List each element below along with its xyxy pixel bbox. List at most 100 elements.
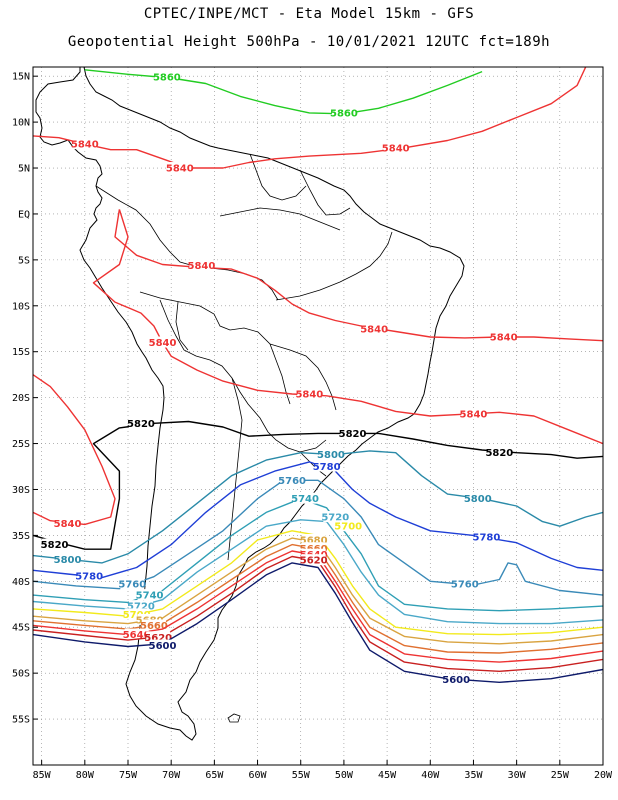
contour-label-bg — [141, 619, 166, 631]
lon-tick-label: 85W — [33, 770, 52, 781]
contour-label-5720: 5720 — [321, 513, 349, 524]
contour-label-bg — [293, 492, 318, 504]
contour-label-bg — [150, 336, 175, 348]
contour-line-5800 — [33, 450, 603, 564]
contour-label-5760: 5760 — [278, 476, 306, 487]
contour-label-bg — [314, 460, 339, 472]
contour-label-bg — [77, 569, 102, 581]
map-frame — [32, 66, 604, 766]
lon-tick-label: 45W — [378, 770, 397, 781]
contour-label-5780: 5780 — [75, 571, 103, 582]
contour-label-bg — [474, 531, 499, 543]
country-borders — [95, 153, 393, 561]
lon-tick-label: 80W — [76, 770, 95, 781]
lon-tick-label: 70W — [162, 770, 181, 781]
lat-tick-label: 10S — [12, 301, 30, 312]
contour-label-bg — [340, 427, 365, 439]
contour-label-5840: 5840 — [490, 333, 518, 344]
lon-tick-label: 65W — [205, 770, 224, 781]
south-america-coastline — [35, 67, 465, 741]
contour-label-bg — [146, 631, 171, 643]
lon-tick-label: 35W — [464, 770, 483, 781]
contour-label-bg — [491, 331, 516, 343]
contour-label-bg — [55, 553, 80, 565]
contour-label-bg — [301, 554, 326, 566]
contour-label-5820: 5820 — [485, 448, 513, 459]
contour-label-bg — [444, 673, 469, 685]
contour-label-5740: 5740 — [291, 494, 319, 505]
contour-label-5840: 5840 — [149, 338, 177, 349]
contour-label-bg — [120, 578, 145, 590]
contour-label-5840: 5840 — [460, 410, 488, 421]
lat-tick-label: 15S — [12, 347, 30, 358]
contour-label-bg — [42, 538, 67, 550]
contour-label-5700: 5700 — [123, 610, 151, 621]
lat-tick-label: 20S — [12, 393, 30, 404]
lat-tick-label: 25S — [12, 439, 30, 450]
lon-tick-label: 55W — [292, 770, 311, 781]
contour-label-bg — [331, 106, 356, 118]
contour-label-bg — [189, 259, 214, 271]
lat-tick-label: 5S — [18, 255, 30, 266]
lat-tick-label: 10N — [12, 118, 30, 129]
lon-tick-label: 60W — [249, 770, 268, 781]
contour-line-5760 — [33, 479, 603, 596]
contour-label-bg — [301, 542, 326, 554]
lon-tick-label: 20W — [594, 770, 613, 781]
lat-tick-label: 45S — [12, 623, 30, 634]
lat-tick-label: 5N — [18, 164, 30, 175]
contour-label-5840: 5840 — [360, 324, 388, 335]
map-title: CPTEC/INPE/MCT - Eta Model 15km - GFS — [143, 6, 475, 22]
contour-label-5660: 5660 — [140, 621, 168, 632]
height-contours: 5860 5860 5840 5840 5840 5840 5840 5840 5840 5840… — [33, 67, 603, 686]
lat-tick-label: 15N — [12, 72, 30, 83]
contour-line-5840 — [33, 67, 587, 169]
contour-label-5820: 5820 — [41, 540, 69, 551]
contour-label-5840: 5840 — [187, 261, 215, 272]
contour-label-5620: 5620 — [300, 556, 328, 567]
contour-label-5720: 5720 — [127, 602, 155, 613]
contour-label-bg — [487, 446, 512, 458]
contour-label-5840: 5840 — [295, 389, 323, 400]
contour-label-bg — [72, 138, 97, 150]
contour-label-bg — [137, 589, 162, 601]
contour-label-bg — [301, 548, 326, 560]
lon-tick-label: 75W — [119, 770, 138, 781]
contour-label-bg — [318, 448, 343, 460]
land-outlines — [35, 67, 465, 741]
contour-label-bg — [461, 408, 486, 420]
contour-label-bg — [124, 628, 149, 640]
lon-tick-label: 25W — [551, 770, 570, 781]
contour-label-bg — [128, 417, 153, 429]
contour-label-5700: 5700 — [334, 522, 362, 533]
contour-label-bg — [167, 162, 192, 174]
contour-label-bg — [154, 71, 179, 83]
lat-tick-label: 40S — [12, 577, 30, 588]
contour-label-5860: 5860 — [330, 108, 358, 119]
contour-label-bg — [137, 613, 162, 625]
contour-label-bg — [124, 608, 149, 620]
contour-label-bg — [55, 517, 80, 529]
contour-label-bg — [297, 387, 322, 399]
contour-label-5800: 5800 — [317, 450, 345, 461]
contour-label-5860: 5860 — [153, 73, 181, 84]
contour-label-5820: 5820 — [339, 429, 367, 440]
contour-label-5780: 5780 — [472, 533, 500, 544]
map-subtitle: Geopotential Height 500hPa - 10/01/2021 … — [67, 34, 551, 50]
contour-label-5840: 5840 — [54, 519, 82, 530]
contour-label-5620: 5620 — [144, 633, 172, 644]
contour-label-5640: 5640 — [123, 630, 151, 641]
contour-label-5600: 5600 — [442, 675, 470, 686]
lat-tick-label: 35S — [12, 531, 30, 542]
lat-tick-label: 30S — [12, 485, 30, 496]
contour-label-bg — [362, 322, 387, 334]
falkland-islands — [227, 713, 241, 723]
contour-label-5820: 5820 — [127, 419, 155, 430]
contour-label-bg — [336, 520, 361, 532]
contour-label-5840: 5840 — [382, 143, 410, 154]
contour-label-5780: 5780 — [313, 462, 341, 473]
contour-label-5680: 5680 — [300, 535, 328, 546]
lat-tick-label: 50S — [12, 669, 30, 680]
contour-label-5760: 5760 — [451, 580, 479, 591]
